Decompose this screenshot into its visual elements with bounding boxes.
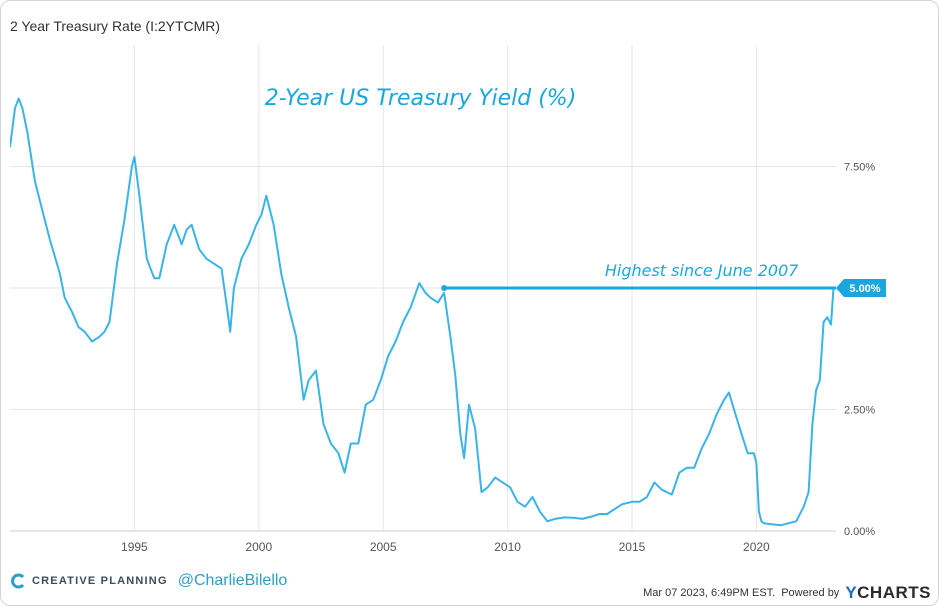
y-tick-label: 0.00% bbox=[844, 526, 875, 538]
y-tick-label: 7.50% bbox=[844, 162, 875, 174]
x-tick-label: 2000 bbox=[245, 540, 272, 554]
chart-header-title: 2 Year Treasury Rate (I:2YTCMR) bbox=[10, 18, 221, 34]
reference-start-marker bbox=[441, 285, 448, 291]
x-tick-label: 1995 bbox=[121, 540, 148, 554]
plot-area: 0.00% 2.50% 5.00% 7.50% 1995 2000 2005 2010 2015… bbox=[10, 45, 886, 554]
series-line-2y-treasury bbox=[10, 97, 835, 527]
x-tick-label: 2010 bbox=[494, 540, 521, 554]
footer-brand: CREATIVE PLANNING @CharlieBilello bbox=[10, 572, 287, 590]
y-tick-label: 2.50% bbox=[844, 405, 875, 417]
x-tick-label: 2015 bbox=[619, 540, 646, 554]
powered-by-label: Powered by bbox=[781, 587, 840, 599]
brand-name: CREATIVE PLANNING bbox=[32, 575, 168, 587]
reference-label: Highest since June 2007 bbox=[605, 261, 799, 280]
timestamp: Mar 07 2023, 6:49PM EST. bbox=[643, 587, 776, 599]
ycharts-logo-text: CHARTS bbox=[857, 583, 931, 602]
ycharts-logo-y: Y bbox=[845, 583, 858, 602]
value-badge bbox=[836, 279, 886, 297]
x-tick-label: 2020 bbox=[743, 540, 770, 554]
twitter-handle: @CharlieBilello bbox=[177, 572, 288, 589]
x-tick-label: 2005 bbox=[370, 540, 397, 554]
value-badge-label: 5.00% bbox=[849, 283, 880, 295]
chart-svg: 0.00% 2.50% 5.00% 7.50% 1995 2000 2005 2010 2015… bbox=[10, 45, 886, 554]
ycharts-logo[interactable]: YCHARTS bbox=[845, 583, 931, 603]
footer-meta: Mar 07 2023, 6:49PM EST. Powered by YCHA… bbox=[643, 583, 931, 603]
creative-planning-logo-icon bbox=[11, 573, 25, 589]
chart-title: 2-Year US Treasury Yield (%) bbox=[265, 86, 577, 111]
